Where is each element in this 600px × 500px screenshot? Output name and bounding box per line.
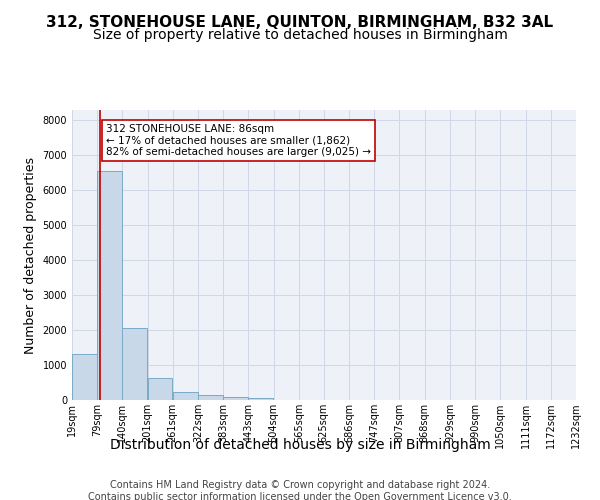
Bar bbox=[248, 398, 274, 400]
Bar bbox=[97, 171, 122, 400]
Text: Size of property relative to detached houses in Birmingham: Size of property relative to detached ho… bbox=[92, 28, 508, 42]
Text: 312 STONEHOUSE LANE: 86sqm
← 17% of detached houses are smaller (1,862)
82% of s: 312 STONEHOUSE LANE: 86sqm ← 17% of deta… bbox=[106, 124, 371, 157]
Bar bbox=[223, 396, 248, 400]
Bar bbox=[148, 378, 172, 400]
Y-axis label: Number of detached properties: Number of detached properties bbox=[24, 156, 37, 354]
Bar bbox=[72, 354, 97, 400]
Bar bbox=[173, 392, 197, 400]
Bar bbox=[198, 396, 223, 400]
Text: 312, STONEHOUSE LANE, QUINTON, BIRMINGHAM, B32 3AL: 312, STONEHOUSE LANE, QUINTON, BIRMINGHA… bbox=[46, 15, 554, 30]
Bar bbox=[122, 328, 148, 400]
Text: Contains HM Land Registry data © Crown copyright and database right 2024.
Contai: Contains HM Land Registry data © Crown c… bbox=[88, 480, 512, 500]
Text: Distribution of detached houses by size in Birmingham: Distribution of detached houses by size … bbox=[110, 438, 490, 452]
